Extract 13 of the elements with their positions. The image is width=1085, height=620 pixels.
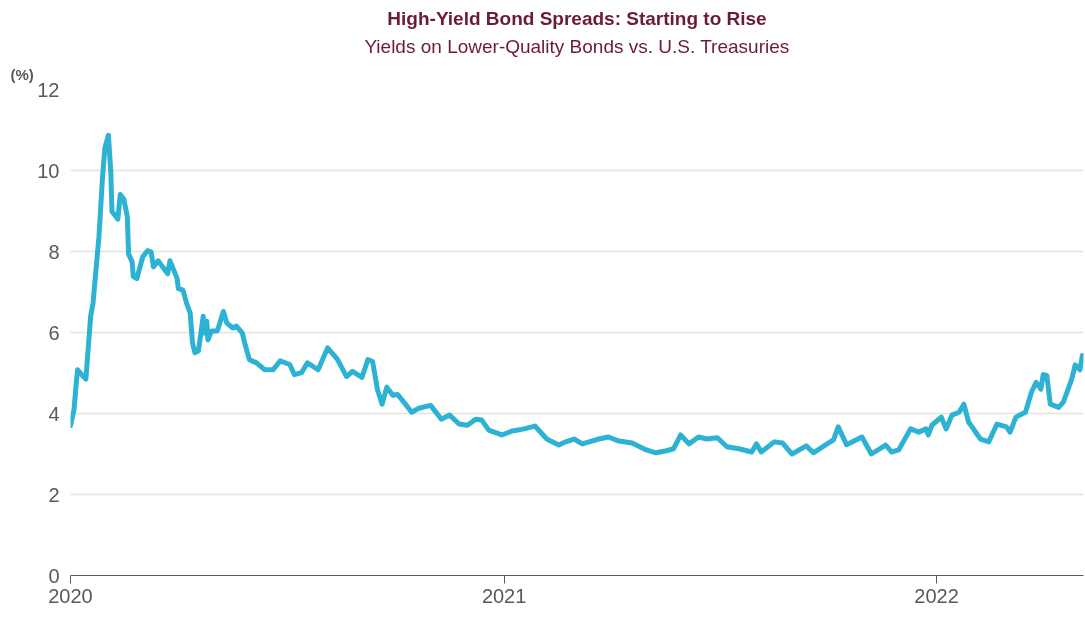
y-tick-label: 0 [48, 564, 60, 587]
chart-title: High-Yield Bond Spreads: Starting to Rise [387, 7, 767, 29]
chart-subtitle: Yields on Lower-Quality Bonds vs. U.S. Treasuries [364, 35, 790, 57]
y-axis-title: (%) [10, 65, 34, 83]
y-tick-label: 10 [37, 159, 60, 182]
x-tick-label: 2020 [48, 584, 93, 607]
y-tick-label: 6 [48, 321, 60, 344]
y-tick-label: 2 [48, 483, 60, 506]
y-tick-label: 12 [37, 78, 60, 101]
x-tick-label: 2021 [481, 584, 527, 607]
x-tick-label: 2022 [914, 584, 959, 607]
y-tick-label: 4 [48, 402, 60, 425]
y-tick-label: 8 [48, 240, 60, 263]
